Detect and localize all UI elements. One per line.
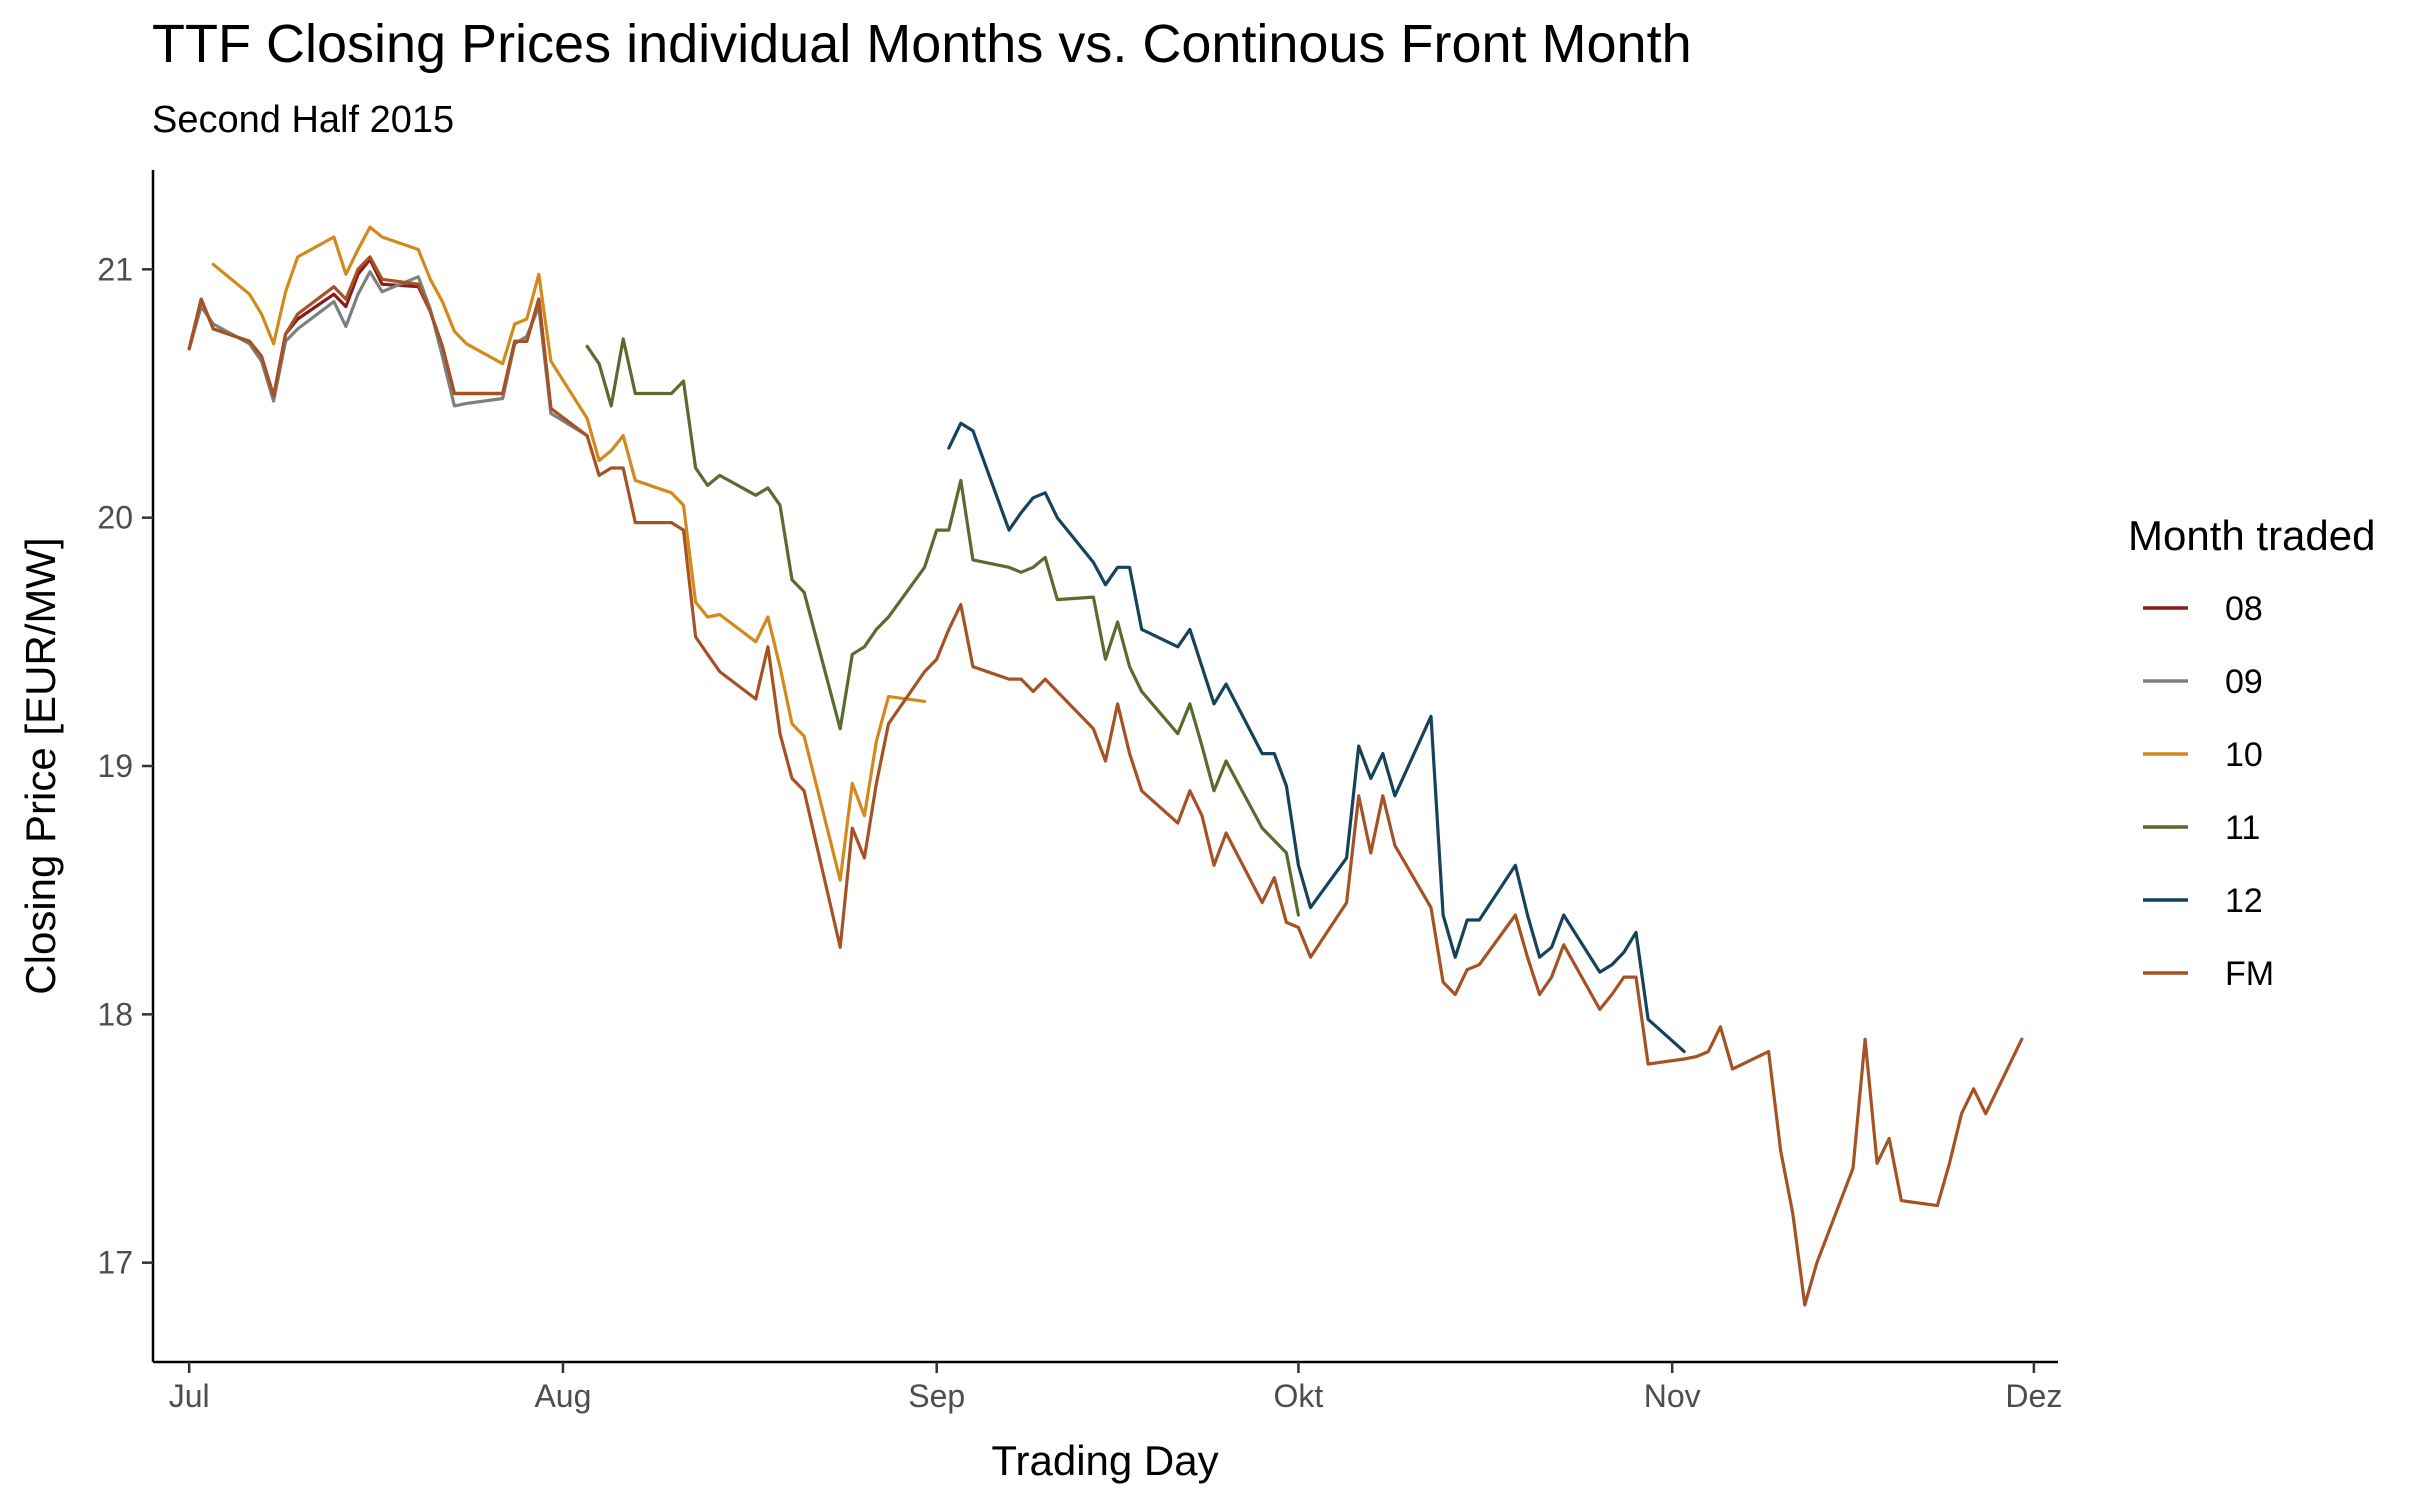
- x-tick-label: Jul: [169, 1378, 210, 1414]
- legend-label-11: 11: [2225, 809, 2260, 847]
- series-group: [187, 225, 2024, 1307]
- series-line-08: [187, 257, 553, 410]
- series-line-fm: [187, 255, 2024, 1307]
- y-tick-label: 21: [97, 251, 133, 287]
- x-tick-label: Okt: [1274, 1378, 1324, 1414]
- x-tick-label: Sep: [908, 1378, 965, 1414]
- x-tick-label: Dez: [2005, 1378, 2062, 1414]
- chart-title: TTF Closing Prices individual Months vs.…: [152, 14, 1692, 74]
- legend-label-fm: FM: [2225, 955, 2274, 993]
- y-axis-title: Closing Price [EUR/MW]: [17, 537, 64, 994]
- y-tick-label: 17: [97, 1245, 133, 1281]
- y-tick-label: 20: [97, 500, 133, 536]
- y-tick-label: 18: [97, 996, 133, 1032]
- legend-label-12: 12: [2225, 882, 2263, 920]
- y-tick-label: 19: [97, 748, 133, 784]
- series-line-12: [947, 421, 1686, 1054]
- x-axis-ticks: Jul Aug Sep Okt Nov Dez: [169, 1362, 2062, 1414]
- x-tick-label: Aug: [534, 1378, 591, 1414]
- legend-label-10: 10: [2225, 736, 2263, 774]
- chart-subtitle: Second Half 2015: [152, 99, 454, 141]
- x-tick-label: Nov: [1644, 1378, 1701, 1414]
- series-line-09: [187, 270, 589, 438]
- legend-label-09: 09: [2225, 663, 2263, 701]
- legend: Month traded 08 09 10 11 12 FM: [2128, 512, 2376, 993]
- x-axis-title: Trading Day: [991, 1437, 1218, 1484]
- series-line-10: [211, 225, 927, 882]
- legend-label-08: 08: [2225, 590, 2263, 628]
- series-line-11: [585, 337, 1301, 917]
- legend-title: Month traded: [2128, 512, 2376, 559]
- y-axis-ticks: 17 18 19 20 21: [97, 251, 153, 1281]
